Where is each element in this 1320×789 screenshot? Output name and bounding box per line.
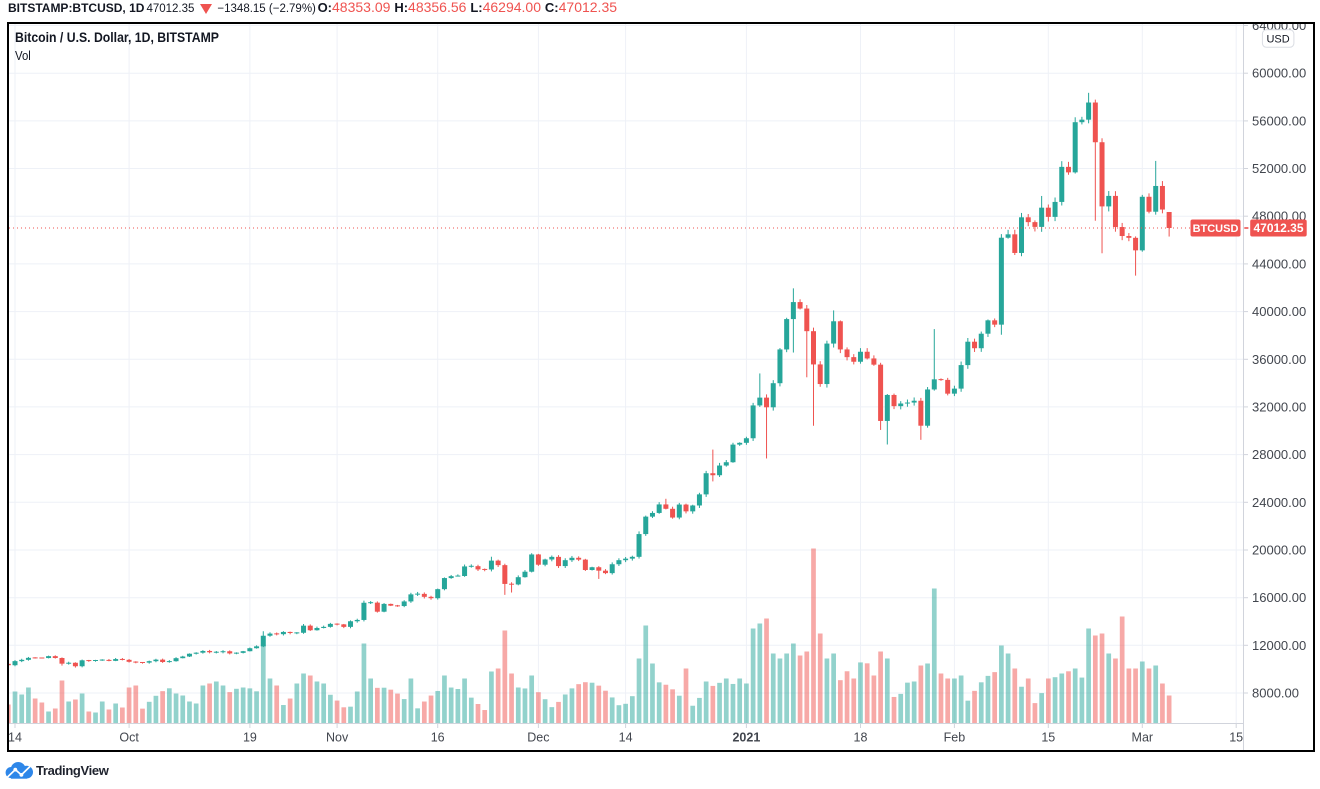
svg-text:16: 16 xyxy=(431,731,445,745)
svg-text:44000.00: 44000.00 xyxy=(1252,256,1306,271)
svg-text:64000.00: 64000.00 xyxy=(1252,24,1306,33)
svg-text:14: 14 xyxy=(9,731,22,745)
svg-text:24000.00: 24000.00 xyxy=(1252,495,1306,510)
svg-text:56000.00: 56000.00 xyxy=(1252,113,1306,128)
svg-text:40000.00: 40000.00 xyxy=(1252,304,1306,319)
svg-text:52000.00: 52000.00 xyxy=(1252,161,1306,176)
svg-text:18: 18 xyxy=(854,731,868,745)
svg-text:BTCUSD: BTCUSD xyxy=(1193,223,1239,235)
svg-text:Mar: Mar xyxy=(1132,731,1154,745)
svg-text:15: 15 xyxy=(1229,731,1243,745)
svg-text:60000.00: 60000.00 xyxy=(1252,66,1306,81)
svg-text:14: 14 xyxy=(619,731,633,745)
svg-text:36000.00: 36000.00 xyxy=(1252,352,1306,367)
svg-text:32000.00: 32000.00 xyxy=(1252,399,1306,414)
svg-text:16000.00: 16000.00 xyxy=(1252,590,1306,605)
svg-text:Oct: Oct xyxy=(119,731,139,745)
svg-text:12000.00: 12000.00 xyxy=(1252,638,1306,653)
svg-text:15: 15 xyxy=(1041,731,1055,745)
svg-text:2021: 2021 xyxy=(732,731,760,745)
svg-text:20000.00: 20000.00 xyxy=(1252,543,1306,558)
svg-text:USD: USD xyxy=(1266,33,1289,45)
svg-text:19: 19 xyxy=(243,731,257,745)
svg-text:47012.35: 47012.35 xyxy=(1253,221,1303,235)
svg-text:Feb: Feb xyxy=(944,731,966,745)
svg-text:28000.00: 28000.00 xyxy=(1252,447,1306,462)
svg-text:Nov: Nov xyxy=(326,731,349,745)
svg-text:Dec: Dec xyxy=(527,731,549,745)
svg-text:8000.00: 8000.00 xyxy=(1252,686,1299,701)
